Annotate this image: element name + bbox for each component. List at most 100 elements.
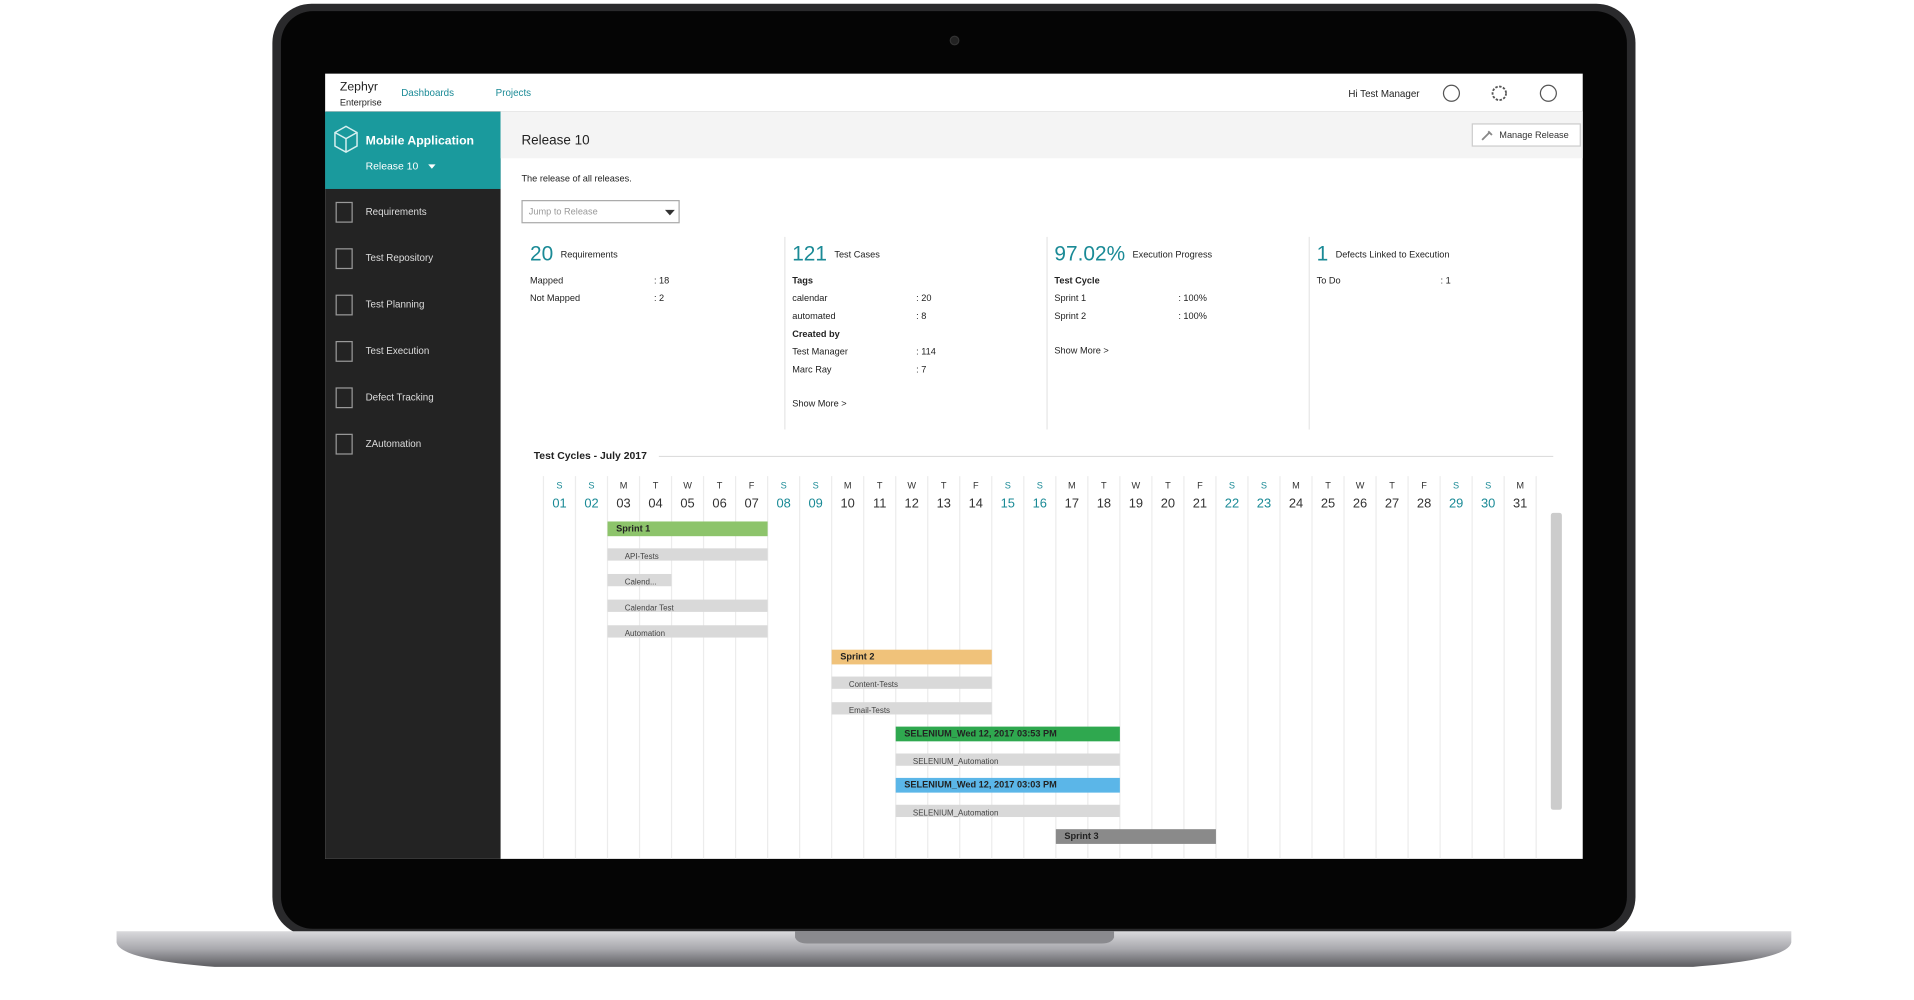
row-value: : 1 (1441, 275, 1451, 285)
cycle-label: SELENIUM_Wed 12, 2017 03:53 PM (904, 728, 1057, 738)
cycle-label: Sprint 3 (1064, 831, 1098, 841)
cycle-label: Sprint 2 (840, 651, 874, 661)
row-label: calendar (792, 293, 827, 303)
phase-label: Calend... (625, 578, 657, 587)
day-date: 21 (1193, 496, 1207, 511)
day-of-week: T (1389, 480, 1395, 490)
caret (428, 164, 436, 169)
release-select[interactable]: Release 10 (366, 162, 419, 173)
day-date: 12 (905, 496, 919, 511)
day-date: 29 (1449, 496, 1463, 511)
day-of-week: T (1101, 480, 1107, 490)
day-date: 01 (552, 496, 566, 511)
summary-cards: 20 Requirements Mapped: 18 Not Mapped: 2 121… (530, 236, 1451, 430)
settings-icon[interactable] (1491, 85, 1507, 101)
laptop-base (116, 931, 1792, 967)
card-value: 1 (1317, 243, 1329, 266)
day-date: 14 (969, 496, 983, 511)
phase-label: Content-Tests (849, 680, 898, 689)
cycle-bar[interactable] (895, 777, 1120, 793)
day-date: 03 (616, 496, 630, 511)
row-value: : 2 (654, 293, 664, 303)
row-label: Not Mapped (530, 293, 580, 303)
day-of-week: T (717, 480, 723, 490)
profile-icon[interactable] (1539, 84, 1557, 102)
card-value: 20 (530, 243, 553, 266)
day-of-week: S (1485, 480, 1491, 490)
phase-bar[interactable] (895, 753, 1120, 766)
day-of-week: M (1516, 480, 1524, 490)
phase-bar[interactable] (607, 573, 672, 587)
day-of-week: M (1292, 480, 1300, 490)
day-of-week: F (1197, 480, 1203, 490)
project-icon (334, 125, 358, 154)
day-of-week: S (1453, 480, 1459, 490)
day-of-week: S (781, 480, 787, 490)
scrollbar[interactable] (1550, 512, 1562, 810)
camera (949, 35, 960, 46)
cycle-bar[interactable] (607, 521, 768, 537)
day-date: 26 (1353, 496, 1367, 511)
project-header[interactable] (325, 111, 501, 189)
day-date: 31 (1513, 496, 1527, 511)
day-of-week: T (1325, 480, 1331, 490)
day-of-week: W (1356, 480, 1365, 490)
page-title: Release 10 (521, 133, 589, 148)
greeting: Hi Test Manager (1348, 89, 1420, 100)
day-of-week: S (1005, 480, 1011, 490)
phase-bar[interactable] (607, 599, 768, 612)
day-of-week: S (1261, 480, 1267, 490)
day-date: 28 (1417, 496, 1431, 511)
phase-label: SELENIUM_Automation (913, 757, 998, 766)
day-of-week: M (1068, 480, 1076, 490)
page-header (500, 111, 1583, 159)
cycle-bar[interactable] (895, 726, 1120, 742)
day-of-week: S (588, 480, 594, 490)
menu-icon (335, 433, 353, 455)
day-of-week: W (683, 480, 692, 490)
card-label: Test Cases (834, 250, 880, 260)
sidebar-menu: Requirements Test Repository Test Planning… (335, 201, 434, 455)
day-date: 17 (1065, 496, 1079, 511)
nav-link[interactable]: Projects (496, 88, 531, 99)
day-date: 20 (1161, 496, 1175, 511)
phase-bar[interactable] (607, 548, 768, 561)
row-label: Sprint 2 (1054, 311, 1086, 321)
jump-dropdown[interactable] (521, 200, 680, 224)
phase-bar[interactable] (831, 702, 992, 715)
card-label: Defects Linked to Execution (1336, 250, 1450, 260)
show-more[interactable]: Show More > (1054, 345, 1108, 355)
menu-icon (335, 248, 353, 270)
card-value: 121 (792, 243, 827, 266)
help-icon[interactable] (1442, 84, 1461, 102)
description: The release of all releases. (521, 174, 631, 184)
card-value: 97.02% (1054, 243, 1125, 266)
menu-item[interactable]: Requirements (366, 207, 427, 218)
menu-item[interactable]: Test Execution (366, 346, 430, 357)
day-of-week: F (749, 480, 755, 490)
manage-release-button[interactable] (1471, 123, 1581, 147)
menu-item[interactable]: ZAutomation (366, 439, 422, 450)
phase-bar[interactable] (831, 676, 992, 689)
phase-bar[interactable] (607, 625, 768, 638)
row-label: automated (792, 311, 835, 321)
menu-item[interactable]: Test Planning (366, 300, 425, 311)
day-of-week: W (907, 480, 916, 490)
menu-icon (335, 294, 353, 316)
dropdown-placeholder: Jump to Release (529, 207, 598, 217)
cycle-bar[interactable] (831, 649, 992, 665)
row-label: Marc Ray (792, 364, 832, 374)
day-date: 25 (1321, 496, 1335, 511)
menu-item[interactable]: Defect Tracking (366, 392, 434, 403)
phase-bar[interactable] (895, 804, 1120, 818)
row-label: Mapped (530, 275, 563, 285)
brand: Zephyr (340, 79, 378, 93)
show-more[interactable]: Show More > (792, 399, 846, 409)
menu-item[interactable]: Test Repository (366, 253, 434, 264)
nav-link[interactable]: Dashboards (401, 88, 454, 99)
cycle-bar[interactable] (1055, 829, 1216, 844)
day-date: 18 (1097, 496, 1111, 511)
gantt-chart: S 01 S 02 M 03 T 04 W 05 T 06 F 07 S 08 S 09 M 10 T 11 W 12 T 13 F… (542, 476, 1537, 859)
